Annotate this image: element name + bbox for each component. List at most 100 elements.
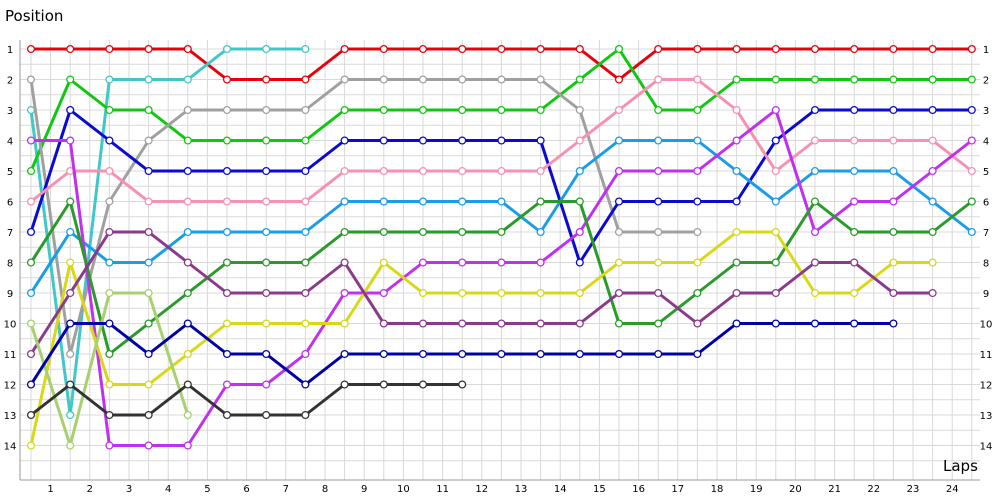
- series-4-point: [340, 75, 349, 84]
- series-1: [26, 44, 976, 84]
- series-3-point: [575, 75, 584, 84]
- series-9-point: [497, 227, 506, 237]
- x-tick-label: 23: [907, 484, 920, 495]
- series-6-point: [26, 197, 36, 206]
- y-tick-label-left: 1: [7, 45, 13, 56]
- series-8-point: [850, 197, 859, 206]
- series-3-point: [222, 136, 232, 145]
- series-3-point: [614, 44, 624, 54]
- series-12-point: [26, 319, 36, 328]
- series-3: [26, 44, 976, 176]
- series-4-point: [458, 75, 467, 84]
- series-1-point: [889, 44, 898, 54]
- series-14-point: [105, 410, 114, 420]
- series-6-point: [575, 136, 584, 145]
- series-13-point: [575, 349, 584, 359]
- x-tick-label: 14: [554, 484, 567, 495]
- series-9-point: [536, 197, 545, 206]
- series-3-point: [262, 136, 271, 145]
- series-11: [26, 227, 937, 359]
- series-9-point: [654, 319, 663, 328]
- series-9-point: [301, 258, 310, 267]
- series-3-point: [26, 166, 36, 176]
- series-2-point: [105, 75, 114, 84]
- series-6-point: [340, 166, 349, 176]
- series-2-point: [301, 44, 310, 54]
- series-4-point: [66, 349, 75, 359]
- series-10-point: [850, 288, 859, 298]
- series-5-point: [340, 136, 349, 145]
- y-tick-label-right: 13: [980, 411, 993, 422]
- series-11-point: [771, 288, 780, 298]
- series-1-point: [183, 44, 192, 54]
- series-14-point: [340, 380, 349, 389]
- series-3-point: [771, 75, 780, 84]
- y-tick-label-left: 12: [4, 381, 17, 392]
- series-14-point: [144, 410, 153, 420]
- series-11-point: [614, 288, 624, 298]
- series-8-point: [693, 166, 702, 176]
- series-7-point: [928, 197, 937, 206]
- series-14-point: [379, 380, 388, 389]
- x-tick-label: 8: [322, 484, 328, 495]
- y-tick-label-right: 5: [983, 167, 989, 178]
- series-11-point: [654, 288, 663, 298]
- y-tick-label-left: 5: [7, 167, 13, 178]
- series-11-point: [340, 258, 349, 267]
- series-3-point: [66, 75, 75, 84]
- series-8-point: [967, 136, 976, 145]
- series-7-point: [693, 136, 702, 145]
- series-4-point: [654, 227, 663, 237]
- series-9: [26, 197, 976, 359]
- series-1-point: [497, 44, 506, 54]
- series-1-point: [850, 44, 859, 54]
- series-7-point: [66, 227, 75, 237]
- series-10: [26, 227, 937, 450]
- series-7-point: [889, 166, 898, 176]
- series-10-point: [693, 258, 702, 267]
- series-11-point: [536, 319, 545, 328]
- y-tick-label-left: 2: [7, 76, 13, 87]
- series-5: [26, 105, 976, 267]
- series-3-point: [654, 105, 663, 115]
- series-8-point: [183, 441, 192, 450]
- series-9-point: [889, 227, 898, 237]
- series-2-line: [29, 47, 307, 417]
- series-3-point: [810, 75, 820, 84]
- series-9-point: [967, 197, 976, 206]
- series-9-point: [418, 227, 428, 237]
- series-9-point: [340, 227, 349, 237]
- series-6-point: [536, 166, 545, 176]
- series-2-point: [262, 44, 271, 54]
- series-5-point: [536, 136, 545, 145]
- series-13-point: [183, 319, 192, 328]
- series-1-point: [222, 75, 232, 84]
- series-2-point: [144, 75, 153, 84]
- series-9-point: [105, 349, 114, 359]
- series-6-point: [654, 75, 663, 84]
- x-tick-label: 13: [515, 484, 528, 495]
- series-13-point: [614, 349, 624, 359]
- y-tick-label-left: 3: [7, 106, 13, 117]
- series-5-point: [967, 105, 976, 115]
- x-tick-label: 6: [243, 484, 249, 495]
- series-13-point: [497, 349, 506, 359]
- series-11-point: [301, 288, 310, 298]
- series-11-point: [26, 349, 36, 359]
- y-axis-title: Position: [5, 7, 63, 25]
- series-14-point: [301, 410, 310, 420]
- series-11-point: [379, 319, 388, 328]
- series-13-point: [262, 349, 271, 359]
- series-14-point: [183, 380, 192, 389]
- series-1-point: [810, 44, 820, 54]
- series-7-point: [26, 288, 36, 298]
- series-4-point: [379, 75, 388, 84]
- series-5-point: [262, 166, 271, 176]
- series-10-line: [29, 230, 935, 447]
- series-5-point: [418, 136, 428, 145]
- series-10-point: [458, 288, 467, 298]
- y-tick-label-right: 4: [983, 137, 989, 148]
- series-6-point: [144, 197, 153, 206]
- series-10-point: [144, 380, 153, 389]
- x-axis-title: Laps: [943, 457, 978, 475]
